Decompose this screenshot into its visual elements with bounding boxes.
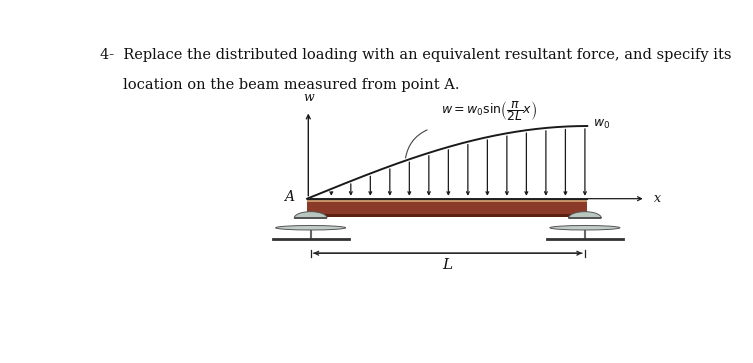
Text: x: x	[654, 192, 661, 205]
Ellipse shape	[550, 225, 620, 230]
Bar	[307, 214, 587, 217]
Bar	[307, 199, 587, 217]
Bar	[307, 199, 587, 202]
Text: 4-  Replace the distributed loading with an equivalent resultant force, and spec: 4- Replace the distributed loading with …	[100, 48, 731, 62]
Text: L: L	[443, 258, 453, 272]
Ellipse shape	[276, 225, 346, 230]
Text: A: A	[285, 190, 294, 204]
Text: w: w	[303, 91, 314, 104]
Text: $w_0$: $w_0$	[593, 118, 610, 131]
Polygon shape	[569, 212, 601, 218]
Text: $w = w_0\sin\!\left(\dfrac{\pi}{2L}x\right)$: $w = w_0\sin\!\left(\dfrac{\pi}{2L}x\rig…	[441, 99, 538, 123]
Polygon shape	[294, 212, 327, 218]
Text: location on the beam measured from point A.: location on the beam measured from point…	[100, 78, 459, 93]
